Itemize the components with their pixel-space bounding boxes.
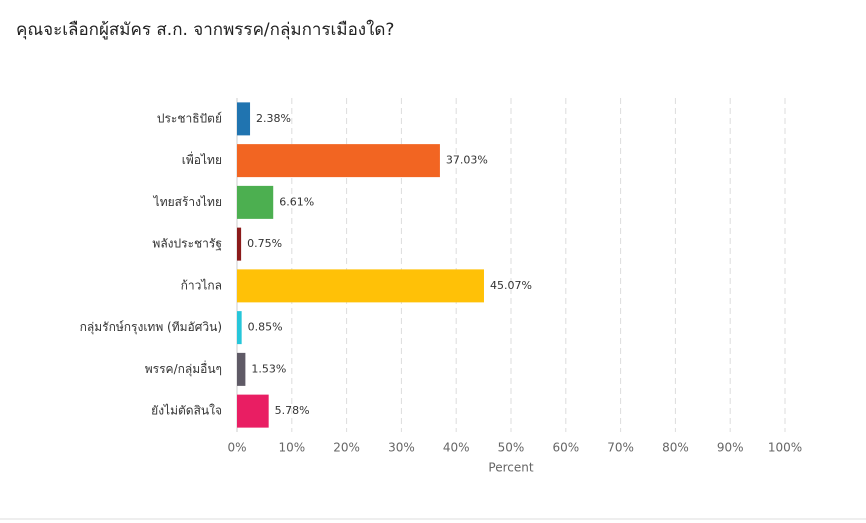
y-tick-label: พลังประชารัฐ <box>152 237 222 251</box>
value-label: 1.53% <box>251 362 286 375</box>
bar <box>237 144 440 178</box>
bar <box>237 311 242 345</box>
y-tick-label: ประชาธิปัตย์ <box>157 111 222 125</box>
value-label: 5.78% <box>275 404 310 417</box>
value-label: 0.75% <box>247 237 282 250</box>
bar <box>237 352 246 386</box>
x-tick-label: 70% <box>607 441 634 455</box>
value-label: 37.03% <box>446 154 488 167</box>
y-tick-label: พรรค/กลุ่มอื่นๆ <box>145 360 222 377</box>
x-tick-label: 40% <box>443 441 470 455</box>
x-tick-label: 0% <box>227 441 246 455</box>
x-tick-label: 80% <box>662 441 689 455</box>
x-axis-label: Percent <box>488 461 533 475</box>
y-tick-label: เพื่อไทย <box>182 151 222 167</box>
x-tick-label: 50% <box>498 441 525 455</box>
bar <box>237 394 269 428</box>
x-tick-label: 60% <box>552 441 579 455</box>
bar <box>237 227 242 261</box>
value-label: 6.61% <box>279 195 314 208</box>
x-tick-label: 100% <box>768 441 802 455</box>
x-tick-label: 20% <box>333 441 360 455</box>
x-tick-label: 10% <box>278 441 305 455</box>
y-tick-label: ยังไม่ตัดสินใจ <box>151 404 222 418</box>
y-tick-label: ไทยสร้างไทย <box>153 195 222 209</box>
value-label: 0.85% <box>248 321 283 334</box>
value-label: 2.38% <box>256 112 291 125</box>
y-tick-label: กลุ่มรักษ์กรุงเทพ (ทีมอัศวิน) <box>80 320 222 335</box>
chart-title: คุณจะเลือกผู้สมัคร ส.ก. จากพรรค/กลุ่มการ… <box>16 19 394 40</box>
bar <box>237 185 274 219</box>
x-tick-label: 90% <box>717 441 744 455</box>
x-tick-label: 30% <box>388 441 415 455</box>
bar <box>237 102 251 136</box>
y-tick-label: ก้าวไกล <box>181 278 222 292</box>
value-label: 45.07% <box>490 279 532 292</box>
bar <box>237 269 484 303</box>
